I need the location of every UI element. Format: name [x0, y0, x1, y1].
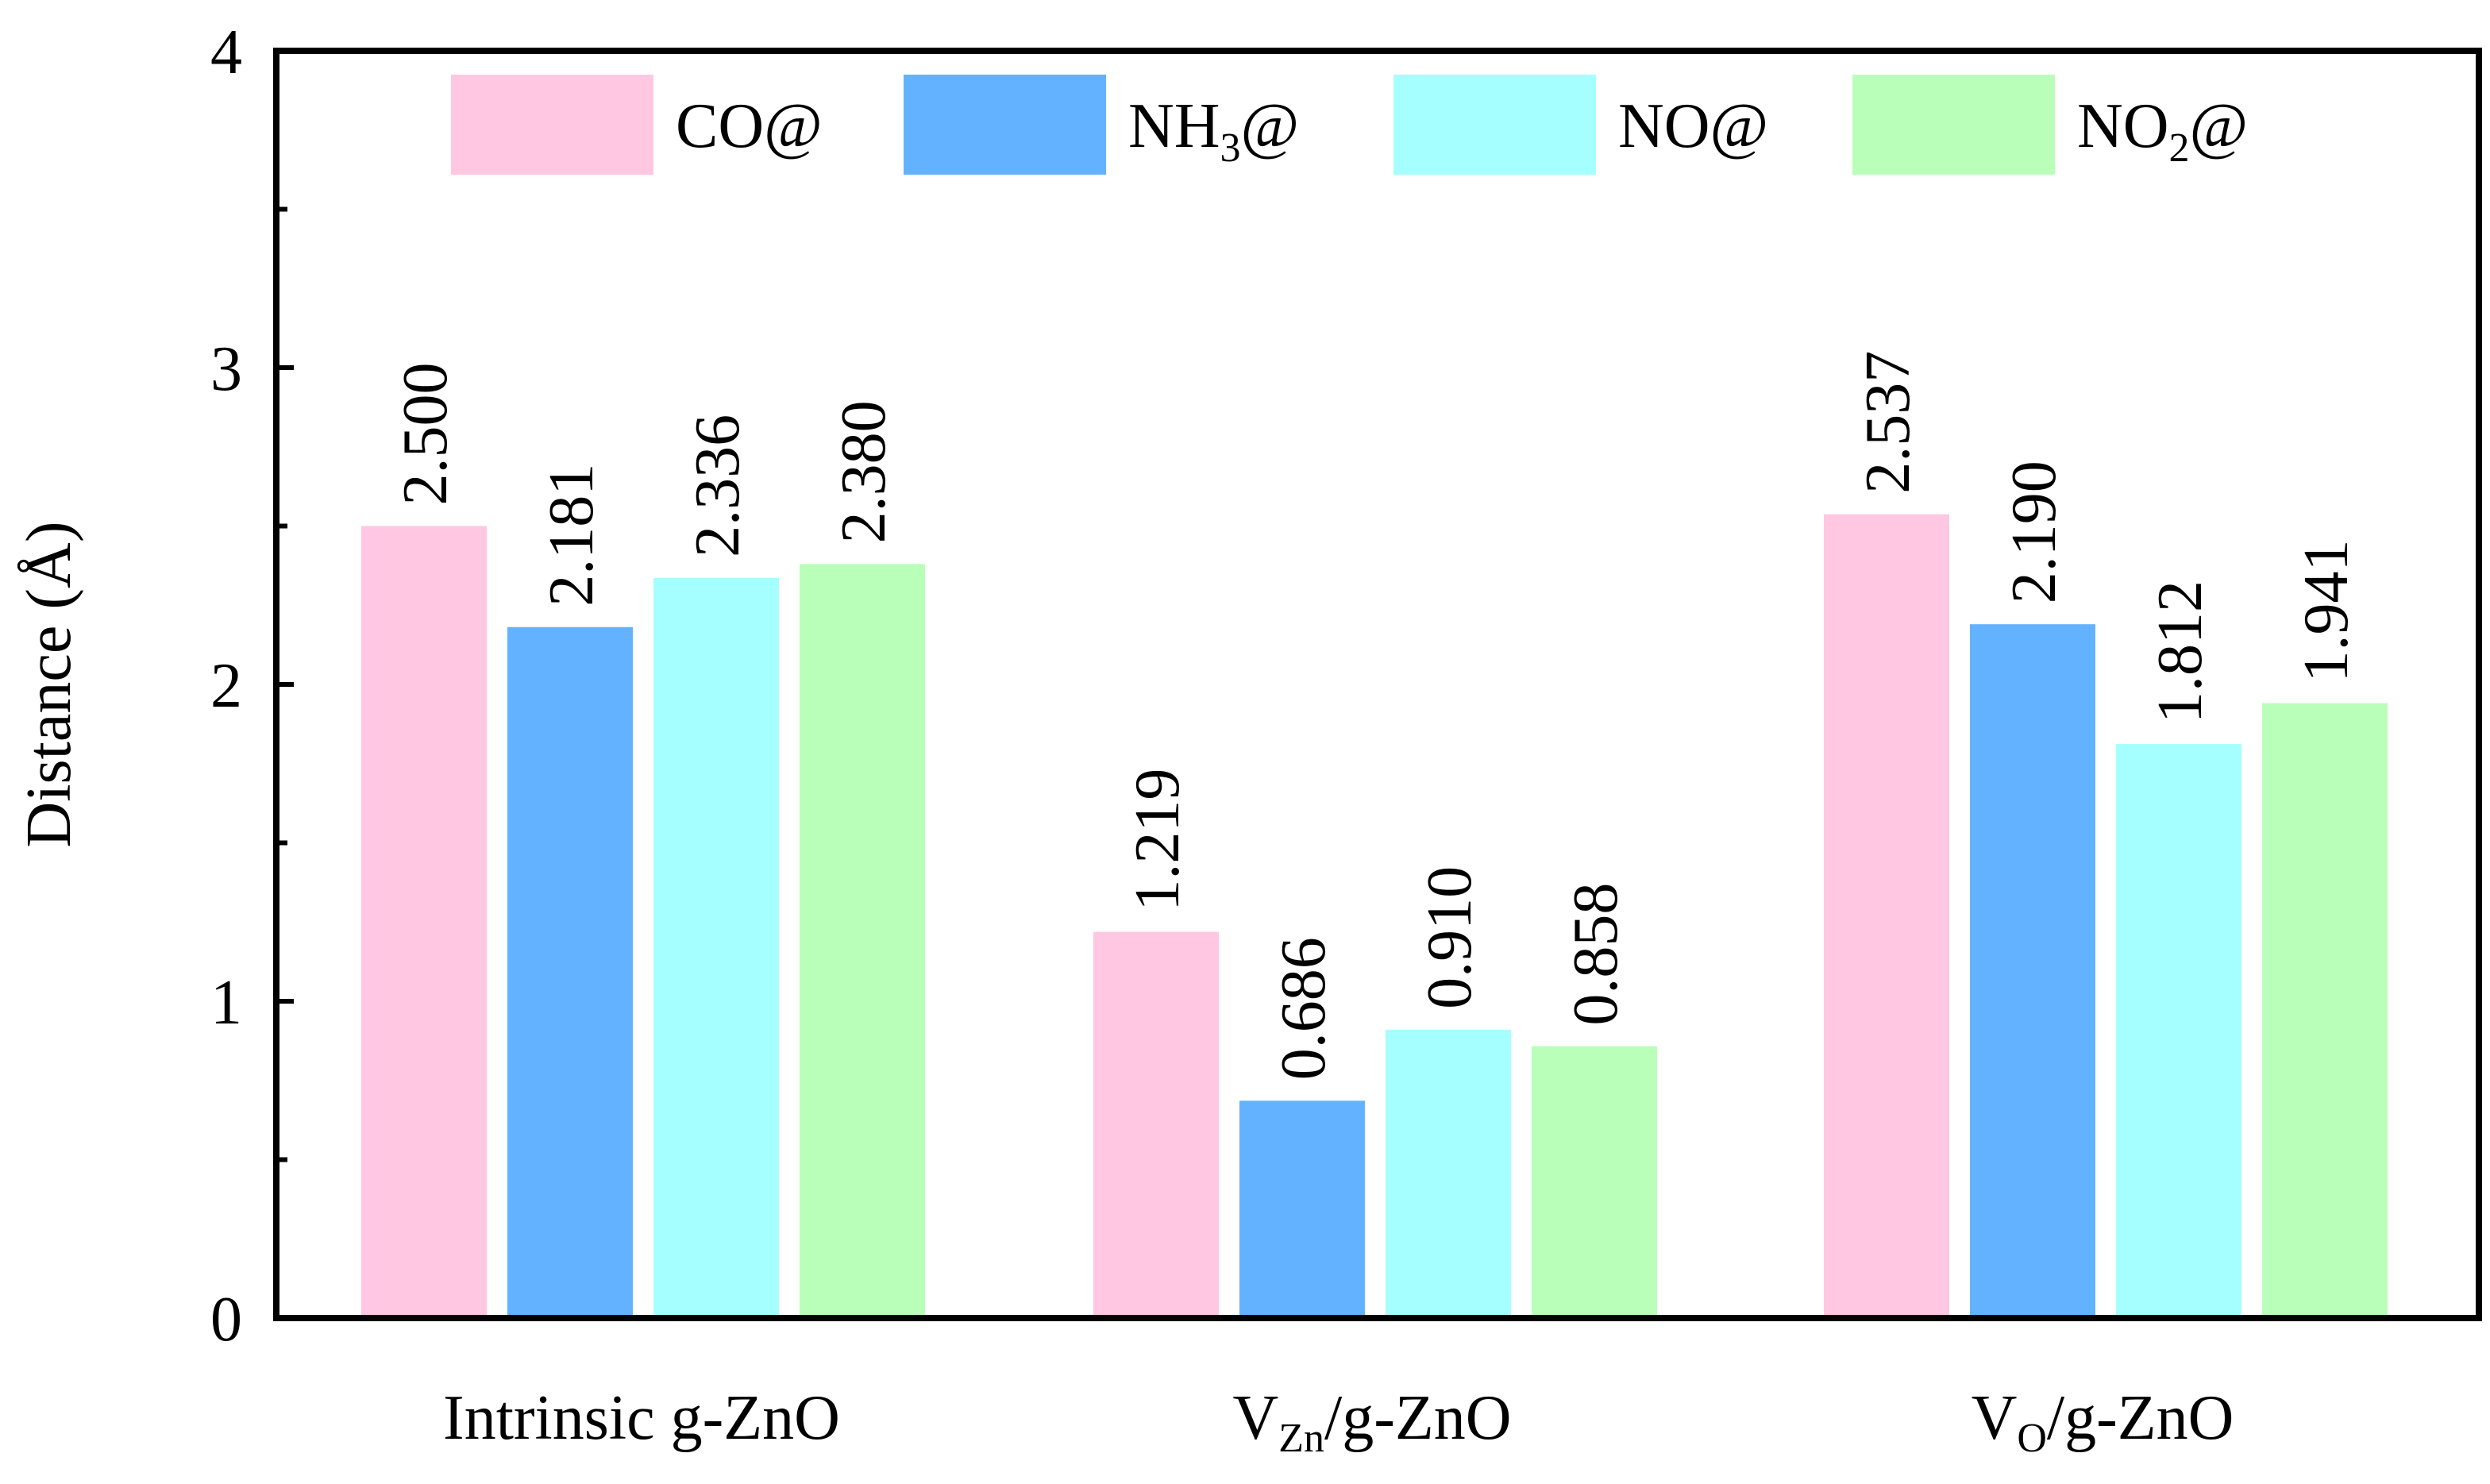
bar-co-0 — [361, 526, 487, 1318]
y-tick-label: 3 — [210, 334, 242, 404]
value-label: 0.858 — [1561, 883, 1631, 1026]
value-label: 0.686 — [1269, 937, 1339, 1080]
legend-label: CO@ — [676, 91, 823, 161]
bar-co-1 — [1093, 931, 1219, 1318]
x-axis: Intrinsic g-ZnO VZn/g-ZnO VO/g-ZnO — [443, 1383, 2234, 1461]
y-tick-label: 2 — [210, 651, 242, 721]
legend-label: NO@ — [1618, 91, 1768, 161]
bar-nh3-2 — [1970, 624, 2095, 1318]
value-label: 1.941 — [2291, 540, 2361, 683]
y-tick-label: 1 — [210, 968, 242, 1038]
bar-no-0 — [653, 577, 779, 1318]
value-label: 2.181 — [537, 464, 607, 607]
x-category-label: VO/g-ZnO — [1972, 1383, 2234, 1461]
legend-label: NO2@ — [2077, 91, 2248, 171]
y-tick-label: 4 — [210, 17, 242, 87]
value-labels-layer: 2.500 1.219 2.537 2.181 0.686 2.190 2.336 0.910… — [391, 351, 2361, 1081]
x-category-label: Intrinsic g-ZnO — [443, 1383, 840, 1453]
legend-swatch-nh3 — [904, 75, 1106, 175]
bar-nh3-0 — [507, 626, 633, 1318]
x-category-label: VZn/g-ZnO — [1232, 1383, 1511, 1461]
legend-label: NH3@ — [1128, 91, 1299, 171]
bar-co-2 — [1824, 514, 1949, 1318]
bars-layer — [361, 514, 2388, 1318]
bar-nh3-1 — [1239, 1100, 1365, 1318]
y-axis-title: Distance (Å) — [14, 522, 84, 848]
bar-no2-0 — [800, 564, 925, 1318]
value-label: 0.910 — [1415, 866, 1485, 1009]
legend: CO@ NH3@ NO@ NO2@ — [451, 75, 2248, 175]
y-tick-label: 0 — [210, 1285, 242, 1355]
legend-swatch-no2 — [1852, 75, 2055, 175]
value-label: 2.190 — [1999, 461, 2069, 603]
value-label: 2.380 — [829, 400, 899, 543]
bar-no2-2 — [2262, 703, 2388, 1318]
legend-swatch-no — [1393, 75, 1596, 175]
value-label: 1.219 — [1123, 769, 1193, 912]
bar-no-1 — [1386, 1029, 1511, 1318]
bar-no-2 — [2116, 744, 2241, 1318]
y-axis: 0 1 2 3 4 — [210, 17, 294, 1355]
value-label: 2.336 — [683, 414, 753, 557]
value-label: 2.537 — [1853, 351, 1923, 494]
bar-no2-1 — [1532, 1046, 1657, 1318]
value-label: 2.500 — [391, 363, 461, 506]
legend-swatch-co — [451, 75, 653, 175]
value-label: 1.812 — [2145, 580, 2215, 723]
